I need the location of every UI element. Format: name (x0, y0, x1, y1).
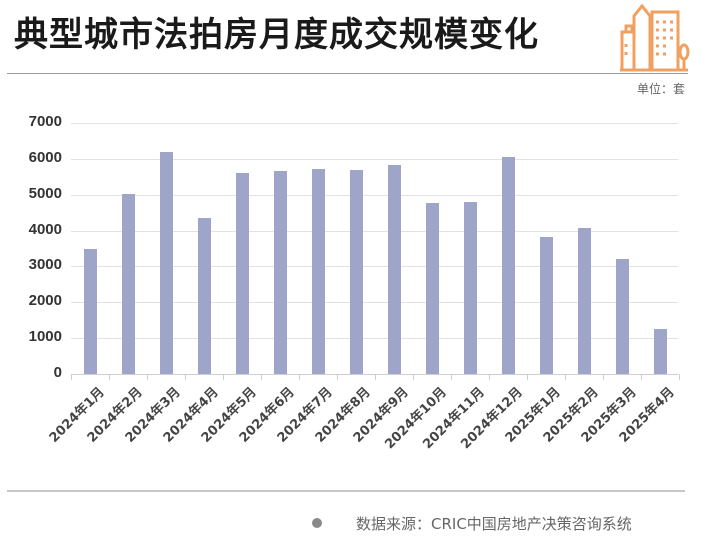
bar (349, 169, 363, 374)
bar (653, 329, 667, 374)
bar (273, 171, 287, 374)
bar-chart: 0 1000 2000 3000 4000 5000 6000 7000 2024年1月 2024… (0, 100, 719, 480)
x-tick-mark (679, 374, 680, 380)
bar (121, 193, 135, 374)
unit-label: 单位：套 (636, 82, 685, 96)
bar (311, 168, 325, 374)
bar (235, 173, 249, 374)
bar (539, 236, 553, 374)
x-tick-mark (413, 374, 414, 380)
y-tick-label: 5000 (28, 184, 62, 202)
y-tick-label: 1000 (28, 328, 62, 346)
chart-title: 典型城市法拍房月度成交规模变化 (14, 15, 539, 55)
x-tick-mark (527, 374, 528, 380)
gridline (71, 158, 678, 160)
x-tick-mark (109, 374, 110, 380)
x-tick-mark (299, 374, 300, 380)
x-tick-mark (451, 374, 452, 380)
bar (159, 152, 173, 374)
bar (425, 202, 439, 374)
x-tick-mark (71, 374, 72, 380)
bar (615, 258, 629, 374)
y-tick-label: 0 (53, 364, 62, 381)
bar (197, 217, 211, 374)
footer-divider (7, 490, 685, 492)
city-buildings-icon (612, 2, 692, 72)
gridline (71, 123, 678, 124)
x-tick-mark (565, 374, 566, 380)
bar (463, 201, 477, 374)
bar (83, 248, 97, 374)
header-divider (7, 73, 688, 74)
y-tick-label: 6000 (28, 148, 62, 166)
gridline (71, 266, 678, 268)
x-tick-mark (641, 374, 642, 380)
y-tick-label: 7000 (28, 113, 62, 130)
x-tick-mark (489, 374, 490, 380)
x-tick-mark (375, 374, 376, 380)
x-tick-mark (603, 374, 604, 380)
x-tick-mark (337, 374, 338, 380)
gridline (71, 230, 678, 232)
y-tick-label: 4000 (28, 220, 62, 238)
x-tick-mark (261, 374, 262, 380)
bullet-icon (312, 518, 322, 528)
y-tick-label: 3000 (28, 256, 62, 274)
y-tick-label: 2000 (28, 292, 62, 310)
gridline (71, 302, 678, 304)
gridline (71, 194, 678, 196)
bar (387, 165, 401, 374)
bar (501, 157, 515, 374)
x-tick-mark (223, 374, 224, 380)
bar (577, 227, 591, 374)
gridline (71, 338, 678, 340)
data-source: 数据来源：CRIC中国房地产决策咨询系统 (356, 515, 632, 533)
x-tick-mark (185, 374, 186, 380)
x-axis-line (71, 374, 678, 375)
x-tick-mark (147, 374, 148, 380)
